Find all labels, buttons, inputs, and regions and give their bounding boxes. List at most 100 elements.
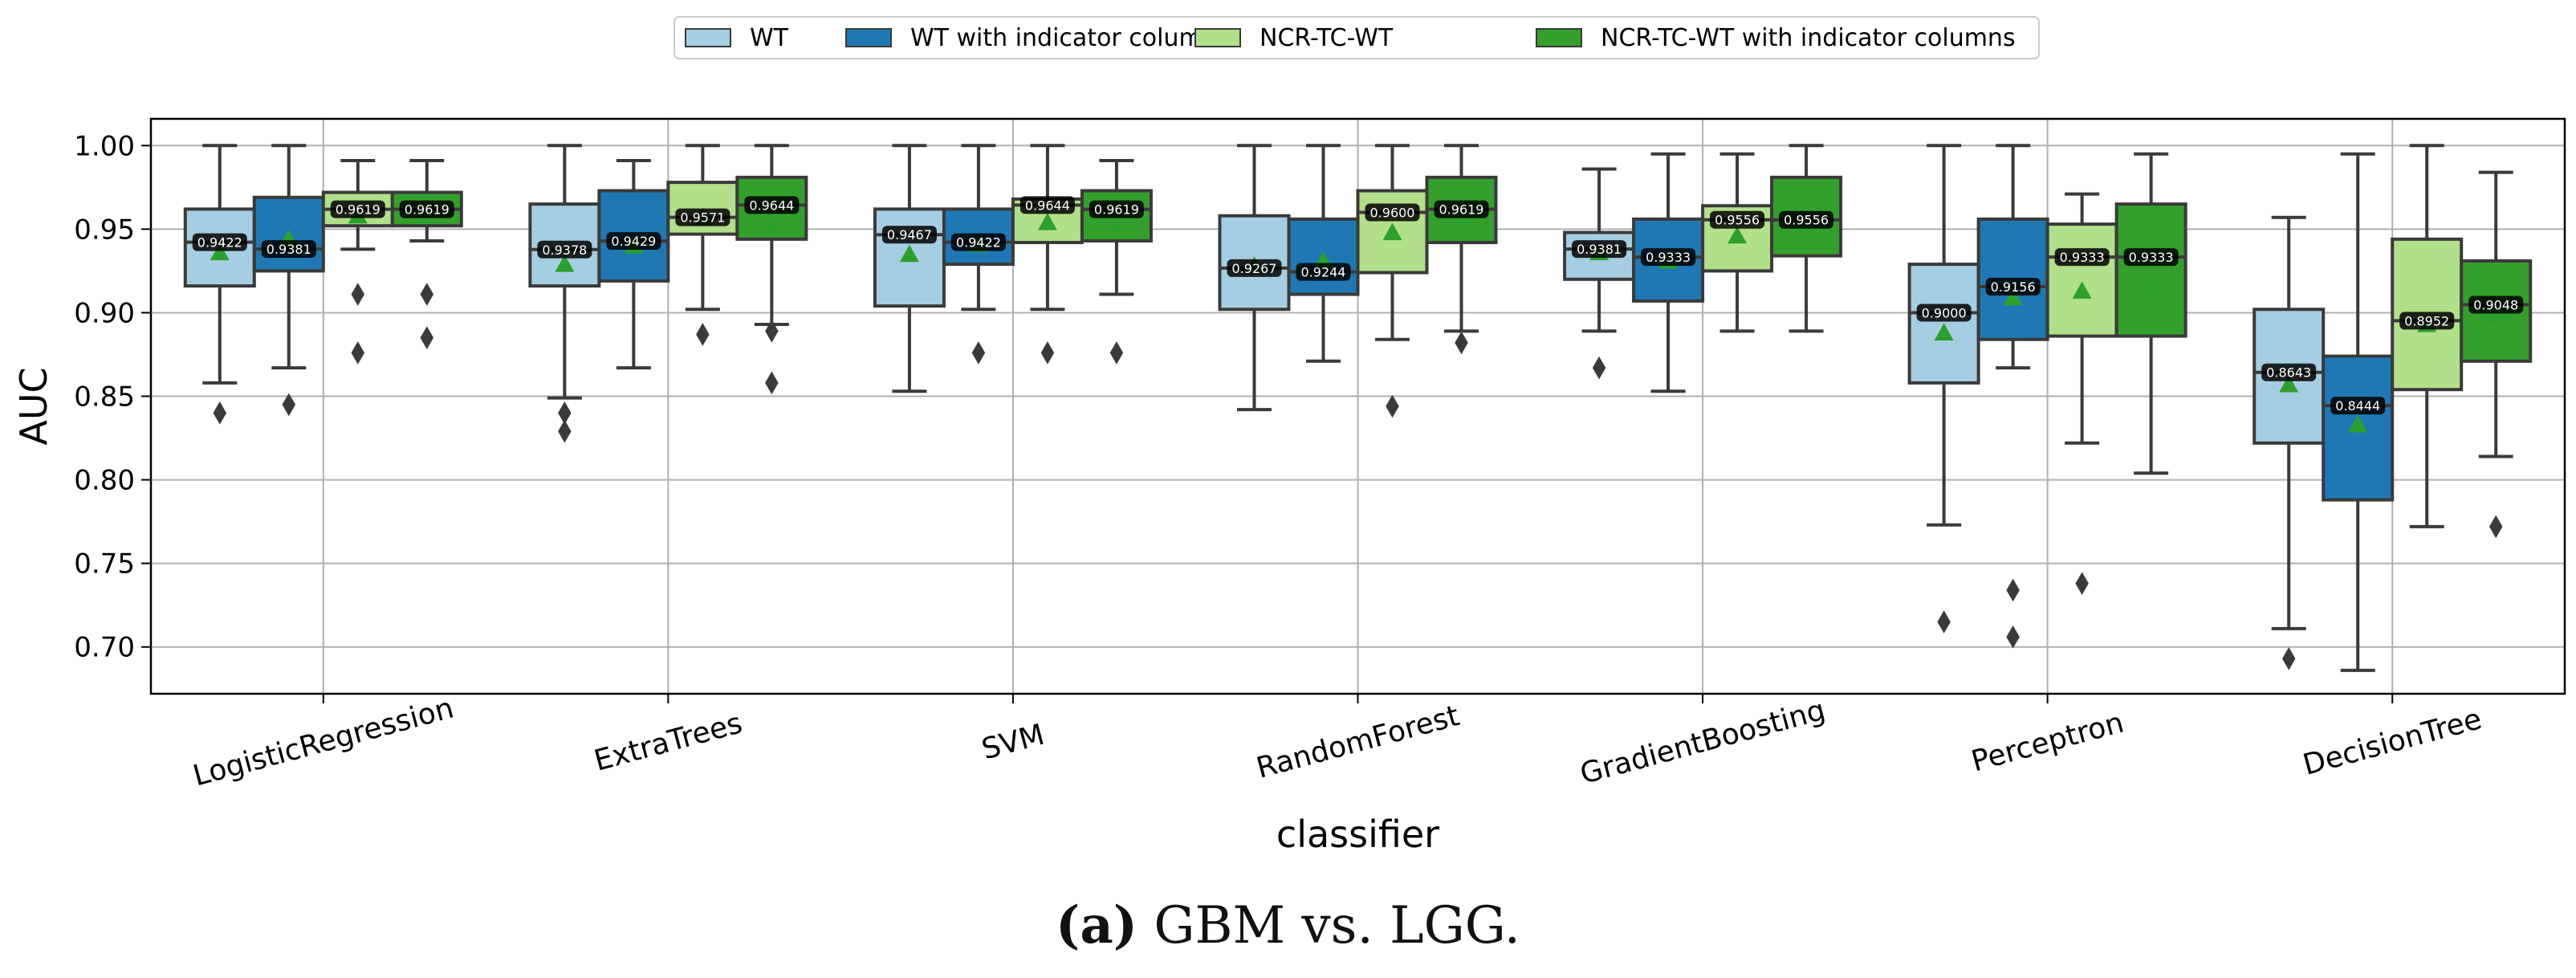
median-label-background (1916, 304, 1972, 322)
y-axis-title: AUC (12, 367, 55, 445)
median-label: 0.8952 (2399, 312, 2455, 330)
median-label-background (2123, 248, 2179, 267)
mean-marker (1382, 222, 1402, 241)
median-label-text: 0.9381 (1577, 242, 1622, 257)
median-label-text: 0.9267 (1232, 261, 1277, 276)
caption-label: (a) (1056, 895, 1138, 956)
legend-swatch (1536, 28, 1582, 47)
mean-marker (899, 244, 919, 263)
median-label: 0.9556 (1779, 210, 1834, 229)
box-plot-chart: WT WT with indicator columns NCR-TC-WT NCR-… (12, 16, 2566, 856)
y-tick-label: 0.85 (74, 381, 135, 414)
median-label-background (744, 196, 800, 214)
median-label-text: 0.9467 (887, 227, 932, 242)
y-tick-label: 0.90 (74, 297, 135, 329)
median-label-text: 0.9619 (1439, 202, 1484, 218)
mean-marker (555, 255, 575, 272)
median-label-text: 0.9333 (2129, 250, 2174, 265)
outlier-marker (282, 393, 296, 417)
median-label-background (1296, 263, 1351, 281)
median-label: 0.9619 (330, 200, 385, 218)
outlier-marker (2489, 515, 2503, 539)
figure-caption: (a) GBM vs. LGG. (0, 895, 2576, 956)
legend: WT WT with indicator columns NCR-TC-WT NCR-… (674, 16, 2040, 59)
y-tick-label: 1.00 (74, 130, 135, 162)
median-label-text: 0.9556 (1715, 213, 1760, 228)
median-label-text: 0.9048 (2473, 297, 2518, 312)
median-label-background (606, 232, 661, 251)
legend-label: NCR-TC-WT (1260, 24, 1394, 52)
y-tick-label: 0.75 (74, 548, 135, 581)
median-label: 0.9422 (950, 233, 1006, 251)
mean-marker (2141, 276, 2161, 294)
legend-frame (674, 16, 2040, 59)
legend-swatch (845, 28, 892, 47)
mean-marker (1037, 213, 1057, 230)
median-label: 0.9156 (1985, 277, 2041, 295)
median-label-background (2468, 295, 2524, 314)
y-tick-label: 0.70 (74, 632, 135, 664)
mean-marker (2072, 281, 2092, 299)
outlier-marker (1455, 331, 1468, 355)
outlier-marker (971, 341, 986, 365)
outlier-marker (765, 320, 779, 343)
median-label-background (2261, 363, 2317, 381)
median-label: 0.9619 (1089, 200, 1144, 218)
plot-area: 0.9422 0.9381 0.9619 0.9619 0.9378 0.9429 0.95… (183, 144, 2533, 672)
mean-marker (762, 216, 782, 234)
outlier-marker (420, 326, 434, 349)
median-label-background (261, 240, 316, 259)
outlier-marker (1592, 356, 1606, 380)
x-tick-label: RandomForest (1253, 699, 1463, 785)
outlier-marker (558, 401, 572, 425)
median-label: 0.9048 (2468, 295, 2524, 314)
median-label-text: 0.9000 (1922, 305, 1967, 320)
median-label-text: 0.9619 (336, 202, 380, 218)
median-label-background (537, 240, 592, 259)
median-label: 0.9381 (261, 240, 316, 259)
median-label: 0.9267 (1227, 259, 1282, 277)
median-label-background (881, 226, 937, 244)
outlier-marker (213, 401, 227, 425)
median-label-text: 0.9156 (1991, 279, 2036, 295)
x-axis-title: classifier (1276, 813, 1439, 856)
legend-label: NCR-TC-WT with indicator columns (1601, 24, 2016, 52)
x-tick-label: Perceptron (1968, 707, 2127, 779)
median-label-background (2399, 312, 2455, 330)
outlier-marker (420, 283, 434, 306)
x-tick-label: LogisticRegression (189, 691, 457, 793)
outlier-marker (696, 323, 710, 346)
median-label: 0.9244 (1296, 263, 1351, 281)
median-label-text: 0.9333 (2060, 250, 2105, 265)
median-label-background (1365, 203, 1420, 222)
median-label: 0.9333 (2054, 248, 2110, 267)
median-label: 0.9000 (1916, 304, 1972, 322)
median-label-text: 0.9619 (1094, 202, 1139, 218)
median-label: 0.9644 (1019, 196, 1075, 214)
outlier-marker (558, 419, 572, 443)
axes-frame (149, 117, 2566, 695)
median-label: 0.9571 (675, 208, 730, 226)
median-label: 0.9600 (1365, 203, 1420, 222)
median-label-text: 0.9422 (956, 235, 1001, 251)
median-label-background (192, 233, 247, 251)
median-label-text: 0.9600 (1370, 206, 1415, 221)
median-label-background (1572, 240, 1627, 259)
median-label: 0.9467 (881, 226, 937, 244)
median-label-background (675, 208, 730, 226)
median-label: 0.9429 (606, 232, 661, 251)
median-label-background (950, 233, 1006, 251)
median-label-text: 0.9244 (1301, 265, 1346, 280)
outlier-marker (351, 283, 365, 306)
median-label: 0.9333 (2123, 248, 2179, 267)
x-tick-label: GradientBoosting (1577, 694, 1829, 791)
median-label-background (1779, 210, 1834, 229)
median-label-text: 0.8643 (2266, 365, 2311, 381)
outlier-marker (1109, 341, 1124, 365)
median-label-background (1641, 248, 1696, 267)
median-label-background (1710, 210, 1765, 229)
mean-marker (1728, 226, 1748, 244)
mean-marker (1106, 214, 1126, 232)
legend-item: WT (685, 24, 789, 52)
median-label-text: 0.9619 (405, 202, 450, 218)
